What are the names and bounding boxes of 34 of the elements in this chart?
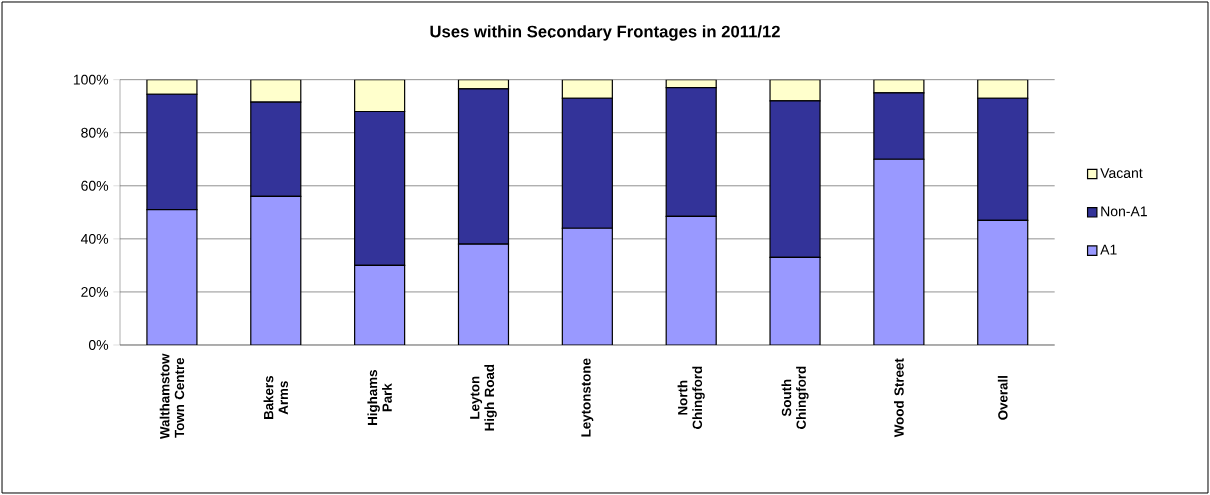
bar bbox=[665, 215, 717, 345]
legend-label: A1 bbox=[1100, 244, 1117, 255]
x-tick-label: Leyton High Road bbox=[470, 364, 497, 431]
x-tick-label: Overall bbox=[997, 376, 1008, 420]
x-tick-label: Walthamstow Town Centre bbox=[159, 353, 185, 440]
x-tick-label: Leytonstone bbox=[581, 358, 594, 437]
bar bbox=[977, 79, 1029, 99]
bar bbox=[354, 264, 406, 345]
bar bbox=[769, 256, 821, 345]
bar bbox=[977, 219, 1029, 345]
y-tick-label: 60% bbox=[81, 180, 109, 191]
bar bbox=[146, 79, 198, 95]
y-tick-label: 80% bbox=[81, 127, 109, 138]
y-tick-label: 0% bbox=[88, 340, 109, 350]
legend-label: Non-A1 bbox=[1101, 206, 1147, 217]
x-tick-label: Wood Street bbox=[893, 358, 904, 438]
bar bbox=[250, 195, 302, 345]
bar bbox=[873, 158, 925, 345]
chart-title: Uses within Secondary Frontages in 2011/12 bbox=[430, 25, 780, 41]
bar bbox=[457, 243, 510, 345]
x-tick-label: Highams Park bbox=[367, 370, 392, 425]
bar bbox=[354, 79, 406, 113]
bar bbox=[561, 79, 613, 99]
bar bbox=[250, 79, 302, 103]
bar bbox=[561, 227, 613, 345]
y-tick-label: 20% bbox=[81, 286, 109, 297]
y-tick-label: 40% bbox=[80, 233, 109, 244]
bar bbox=[146, 209, 198, 345]
x-tick-label: North Chingford bbox=[677, 366, 705, 429]
bar bbox=[769, 79, 821, 102]
x-tick-label: South Chingford bbox=[781, 366, 809, 429]
y-tick-label: 100% bbox=[73, 74, 109, 85]
x-tick-label: Bakers Arms bbox=[263, 376, 289, 420]
legend-label: Vacant bbox=[1100, 168, 1143, 178]
